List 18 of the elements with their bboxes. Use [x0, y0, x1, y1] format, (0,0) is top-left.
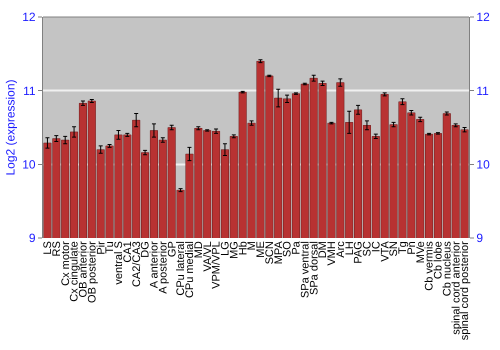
y-tick-label: 9	[28, 231, 36, 246]
x-tick-label: spinal cord posterior	[459, 240, 472, 340]
y-tick-label: 10	[22, 158, 36, 172]
x-tick-label: SCN	[264, 241, 276, 264]
x-tick-label: Tg	[397, 241, 410, 254]
x-tick-label: Cb nucleus	[441, 240, 454, 296]
y-tick-label: 12	[22, 10, 36, 24]
y-tick-label: 11	[23, 84, 36, 98]
x-tick-label: OB posterior	[86, 240, 98, 303]
y2-tick-label: 11	[476, 84, 490, 98]
y2-tick-label: 12	[476, 10, 490, 24]
x-tick-label: RS	[50, 241, 63, 256]
y2-tick-label: 9	[476, 231, 484, 246]
x-tick-label: IC	[370, 241, 382, 252]
x-tick-label: A posterior	[157, 240, 170, 294]
y-axis-title: Log2 (expression)	[4, 79, 18, 176]
y2-tick-label: 10	[476, 158, 490, 172]
x-tick-label: Arc	[334, 240, 347, 258]
